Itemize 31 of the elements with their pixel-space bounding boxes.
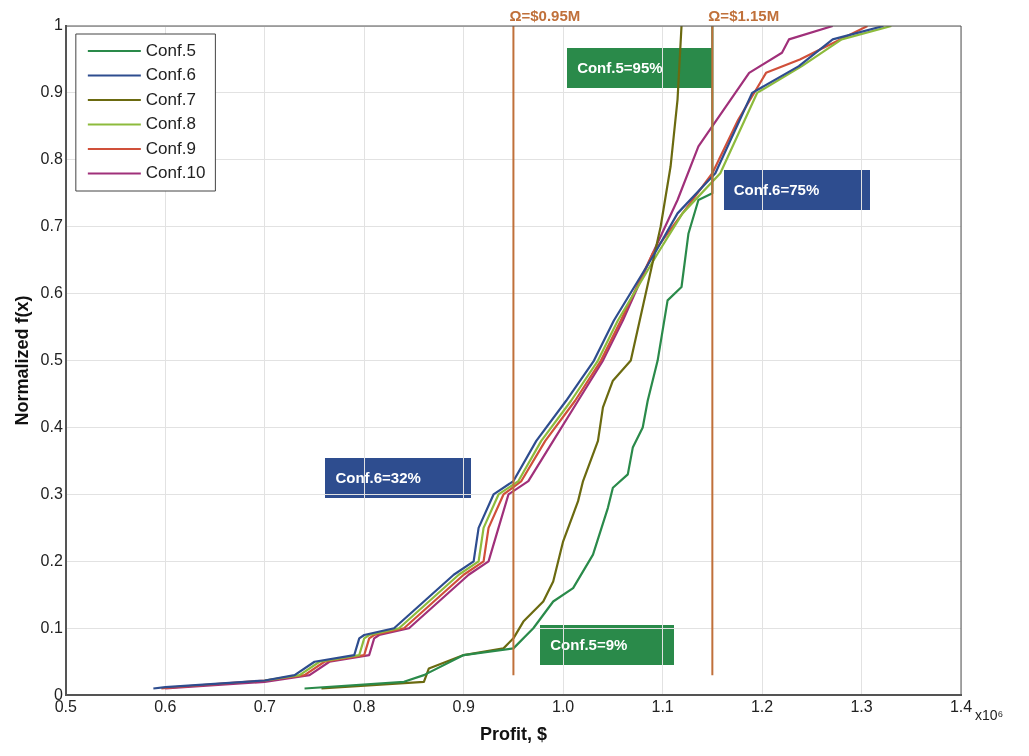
legend-label: Conf.8 [145, 114, 196, 134]
legend-label: Conf.6 [145, 65, 196, 85]
y-axis-title: Normalized f(x) [11, 295, 32, 426]
y-tick-label: 0.2 [40, 551, 63, 569]
y-tick-label: 0.9 [40, 83, 63, 101]
x-tick-label: 1.4 [949, 698, 973, 716]
y-tick-label: 0.4 [40, 417, 63, 435]
x-tick-label: 1.1 [651, 698, 674, 716]
y-tick-label: 0.5 [40, 351, 63, 369]
x-tick-label: 1.2 [750, 698, 774, 716]
y-tick-label: 0.6 [40, 284, 63, 302]
x-tick-label: 0.7 [253, 698, 276, 716]
y-tick-label: 0.1 [40, 618, 63, 636]
x-tick-label: 0.8 [353, 698, 376, 716]
y-tick-label: 0.8 [40, 150, 63, 168]
x-tick-label: 0.6 [154, 698, 177, 716]
legend-label: Conf.9 [145, 138, 196, 158]
y-tick-label: 1 [53, 16, 63, 34]
legend-label: Conf.10 [145, 163, 206, 183]
y-tick-label: 0.7 [40, 217, 63, 235]
label-box: Conf.5=95% [567, 48, 714, 89]
x-tick-label: 1.3 [850, 698, 873, 716]
legend-label: Conf.5 [145, 40, 196, 60]
text: x10⁶ [975, 707, 1004, 724]
y-tick-label: 0.3 [40, 484, 63, 502]
legend-label: Conf.7 [145, 89, 196, 109]
x-tick-label: 1.0 [552, 698, 575, 716]
ref-line-label: Ω=$0.95M [509, 6, 581, 24]
ref-line-label: Ω=$1.15M [708, 6, 780, 24]
x-tick-label: 0.9 [452, 698, 475, 716]
x-axis-title: Profit, $ [479, 724, 547, 745]
